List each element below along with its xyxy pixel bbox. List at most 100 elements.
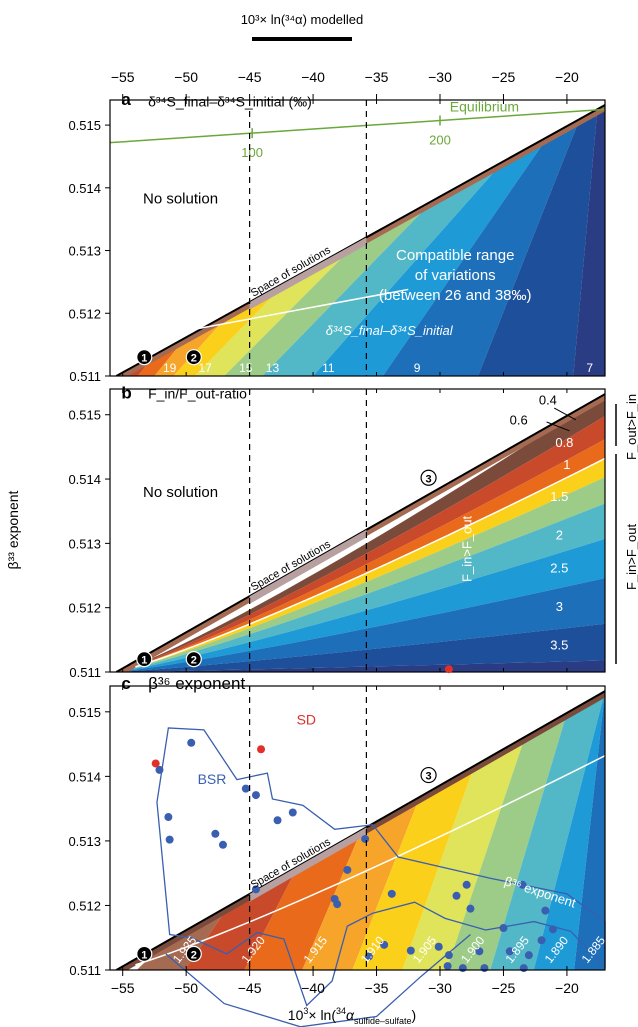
beta36-band bbox=[533, 691, 605, 970]
beta36-band bbox=[244, 830, 362, 970]
marker-3 bbox=[420, 469, 437, 486]
x-axis-label-mid: × ln( bbox=[308, 1007, 336, 1023]
bsr-point bbox=[333, 900, 342, 909]
bsr-point bbox=[537, 936, 546, 945]
contour-label: 15 bbox=[239, 361, 253, 375]
bsr-point bbox=[361, 834, 370, 843]
ratio-label: 3 bbox=[556, 599, 563, 614]
y-tick-label: 0.513 bbox=[68, 536, 101, 551]
contour-label: 7 bbox=[586, 361, 593, 375]
sd-point bbox=[257, 745, 266, 754]
bsr-point bbox=[466, 904, 475, 913]
bsr-point bbox=[480, 964, 489, 973]
x-axis-label-alpha: α bbox=[346, 1007, 355, 1023]
beta36-band bbox=[184, 866, 298, 970]
bsr-point bbox=[499, 924, 508, 933]
bsr-point bbox=[524, 951, 533, 960]
y-tick-label: 0.512 bbox=[68, 306, 101, 321]
bottom-tick-label: −50 bbox=[174, 980, 198, 996]
panel-title: δ³⁴S_final–δ³⁴S_initial (‰) bbox=[148, 93, 312, 109]
bsr-label: BSR bbox=[198, 771, 227, 787]
bsr-point bbox=[218, 840, 227, 849]
ratio-band bbox=[116, 578, 605, 672]
top-tick-label: −35 bbox=[365, 69, 389, 85]
equilibrium-tick-label: 200 bbox=[429, 132, 451, 147]
bsr-point bbox=[380, 940, 389, 949]
top-tick-label: −50 bbox=[174, 69, 198, 85]
bsr-point bbox=[444, 951, 453, 960]
y-tick-label: 0.513 bbox=[68, 834, 101, 849]
beta36-band bbox=[302, 796, 420, 970]
y-tick-label: 0.511 bbox=[69, 963, 101, 978]
marker-2 bbox=[185, 945, 202, 962]
bottom-tick-label: −35 bbox=[365, 980, 389, 996]
contour-band bbox=[573, 105, 605, 376]
ratio-label: 4 bbox=[556, 676, 563, 691]
solution-boundary bbox=[115, 690, 605, 970]
bsr-point bbox=[211, 829, 220, 838]
x-axis-label-close: ) bbox=[412, 1007, 417, 1023]
beta36-band bbox=[352, 765, 475, 970]
beta36-band bbox=[574, 691, 605, 970]
contour-band bbox=[173, 280, 288, 376]
y-tick-label: 0.515 bbox=[68, 408, 101, 423]
bottom-axis: −55 −50 −45 −40 −35 −30 −25 −20 bbox=[111, 970, 579, 996]
panel-b-frame bbox=[109, 388, 606, 673]
ratio-label: 1 bbox=[563, 457, 570, 472]
ratio-band bbox=[116, 660, 605, 672]
contour-label: 9 bbox=[414, 361, 421, 375]
marker-2 bbox=[185, 349, 202, 366]
ratio-label: 2.5 bbox=[550, 560, 568, 575]
equilibrium-tick-label: 100 bbox=[241, 145, 263, 160]
y-axis-label: β³³ exponent bbox=[5, 490, 21, 569]
y-tick-label: 0.514 bbox=[68, 472, 101, 487]
contour-label: 17 bbox=[199, 361, 213, 375]
ratio-label: 3.5 bbox=[550, 637, 568, 652]
bsr-point bbox=[288, 808, 297, 817]
y-tick-label: 0.515 bbox=[68, 705, 101, 720]
bsr-point bbox=[155, 765, 164, 774]
beta36-band bbox=[446, 712, 567, 970]
contour-band bbox=[313, 136, 548, 376]
bottom-tick-label: −45 bbox=[238, 980, 262, 996]
bsr-point bbox=[548, 925, 557, 934]
panel-letter: b bbox=[121, 384, 131, 403]
ratio-label: 0.6 bbox=[510, 412, 528, 427]
ratio-one-curve bbox=[135, 457, 605, 668]
marker-1 bbox=[136, 349, 153, 366]
ratio-one-curve bbox=[135, 755, 605, 966]
top-axis: −55 −50 −45 −40 −35 −30 −25 −20 bbox=[111, 69, 579, 100]
marker-label: 3 bbox=[426, 473, 432, 485]
contour-label: 11 bbox=[322, 361, 335, 375]
panel-a: 100 200 Equilibrium Compatible range of vari… bbox=[68, 90, 606, 384]
bsr-point bbox=[519, 964, 528, 973]
contour-band bbox=[224, 200, 434, 376]
marker-label: 2 bbox=[191, 949, 197, 961]
x-axis-label-sub: sulfide–sulfate bbox=[354, 1016, 412, 1026]
bsr-point bbox=[251, 885, 260, 894]
panel-c-frame bbox=[109, 685, 606, 971]
contour-label: 13 bbox=[266, 361, 280, 375]
space-of-solutions-highlight bbox=[249, 237, 367, 310]
contour-band bbox=[195, 242, 358, 376]
y-tick-label: 0.515 bbox=[68, 118, 101, 133]
ratio-label: 0.4 bbox=[539, 392, 557, 407]
ratio-label: 1.5 bbox=[550, 489, 568, 504]
contour-title: δ³⁴S_final–δ³⁴S_initial bbox=[326, 323, 454, 338]
y-tick-label: 0.512 bbox=[68, 601, 101, 616]
bsr-point bbox=[165, 835, 174, 844]
bsr-point bbox=[452, 891, 461, 900]
ratio-label: 2 bbox=[556, 528, 563, 543]
marker-2 bbox=[185, 651, 202, 668]
compatible-range-text: of variations bbox=[415, 267, 496, 284]
contour-label: 19 bbox=[163, 361, 177, 375]
bsr-point bbox=[462, 880, 471, 889]
space-of-solutions-highlight bbox=[249, 529, 367, 604]
y-tick-label: 0.511 bbox=[69, 665, 101, 680]
bsr-point bbox=[187, 738, 196, 747]
bsr-point bbox=[458, 964, 467, 973]
bsr-point bbox=[273, 816, 282, 825]
